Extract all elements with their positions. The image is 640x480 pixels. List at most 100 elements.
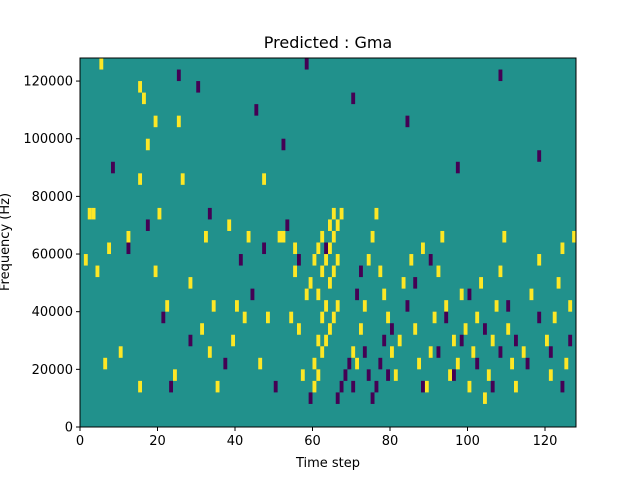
heatmap-cell <box>169 380 174 393</box>
heatmap-cell <box>207 207 212 220</box>
heatmap-cell <box>312 357 317 370</box>
heatmap-cell <box>138 380 143 393</box>
heatmap-cell <box>467 380 472 393</box>
y-tick-label: 60000 <box>32 248 73 263</box>
heatmap-cell <box>231 334 236 347</box>
heatmap-cell <box>254 104 259 116</box>
heatmap-cell <box>297 254 301 266</box>
heatmap-cell <box>374 207 379 220</box>
heatmap-cell <box>483 392 487 404</box>
heatmap-cell <box>262 173 267 185</box>
heatmap-cell <box>475 311 480 324</box>
heatmap-cell <box>548 369 553 381</box>
heatmap-cell <box>324 254 329 266</box>
heatmap-cell <box>424 380 429 393</box>
heatmap-cell <box>281 138 286 151</box>
heatmap-cell <box>401 277 406 289</box>
heatmap-cell <box>514 380 518 393</box>
heatmap-cell <box>118 346 123 358</box>
heatmap-cell <box>459 288 464 301</box>
heatmap-cell <box>386 311 391 324</box>
heatmap-cell <box>428 346 433 358</box>
heatmap-cell <box>459 334 464 347</box>
chart-title: Predicted : Gma <box>264 33 392 52</box>
heatmap-cell <box>382 288 387 301</box>
heatmap-cell <box>370 230 375 243</box>
heatmap-cell <box>529 288 534 301</box>
x-tick-label: 20 <box>149 434 166 449</box>
y-tick-label: 20000 <box>32 363 73 378</box>
heatmap-cell <box>173 369 177 381</box>
x-axis-ticks: 0 20 40 60 80 100 120 <box>76 427 558 449</box>
heatmap-cell <box>83 254 88 266</box>
heatmap-cell <box>99 58 104 70</box>
heatmap-cell <box>479 277 484 289</box>
heatmap-cell <box>335 254 340 266</box>
heatmap-cell <box>452 369 456 381</box>
heatmap-cell <box>471 346 476 358</box>
heatmap-cell <box>204 230 208 243</box>
heatmap-cell <box>324 300 329 312</box>
heatmap-cell <box>238 254 243 266</box>
heatmap-cell <box>145 219 150 231</box>
y-tick-label: 100000 <box>23 132 73 147</box>
heatmap-cell <box>421 380 425 393</box>
heatmap-cell <box>320 311 325 324</box>
heatmap-cell <box>304 288 309 301</box>
x-tick-label: 0 <box>76 434 84 449</box>
heatmap-cell <box>467 288 472 301</box>
heatmap-cell <box>432 311 437 324</box>
heatmap-cell <box>502 230 507 243</box>
heatmap-cell <box>390 346 394 358</box>
heatmap-cell <box>328 277 332 289</box>
heatmap-cell <box>138 81 143 93</box>
heatmap-cell <box>417 357 422 370</box>
heatmap-cell <box>568 334 573 347</box>
heatmap-cell <box>188 277 193 289</box>
heatmap-cell <box>335 392 340 404</box>
x-tick-label: 60 <box>304 434 321 449</box>
heatmap-cell <box>242 311 247 324</box>
heatmap-cell <box>335 219 340 231</box>
heatmap-cell <box>490 334 495 347</box>
y-axis-label: Frequency (Hz) <box>0 193 13 291</box>
heatmap-cell <box>145 138 150 151</box>
heatmap-cell <box>521 346 526 358</box>
heatmap-cell <box>351 380 356 393</box>
heatmap-cell <box>444 311 449 324</box>
y-tick-label: 40000 <box>32 305 73 320</box>
heatmap-cell <box>564 357 569 370</box>
heatmap-cell <box>180 173 185 185</box>
heatmap-cell <box>293 265 298 278</box>
heatmap-cell <box>494 300 499 312</box>
heatmap-cell <box>285 219 290 231</box>
heatmap-cell <box>506 300 511 312</box>
heatmap-cell <box>362 346 367 358</box>
heatmap-cell <box>331 230 336 243</box>
heatmap-cell <box>436 346 441 358</box>
heatmap-cell <box>235 300 239 312</box>
heatmap-cell <box>246 230 251 243</box>
heatmap-cell <box>351 346 356 358</box>
heatmap-cell <box>207 346 212 358</box>
heatmap-cell <box>176 69 181 82</box>
heatmap-cell <box>490 380 495 393</box>
y-tick-label: 0 <box>65 421 73 436</box>
heatmap-cell <box>405 115 410 128</box>
heatmap-cell <box>359 265 363 278</box>
heatmap-cell <box>312 380 317 393</box>
heatmap-cell <box>293 242 298 255</box>
heatmap-cell <box>316 242 321 255</box>
heatmap-cell <box>514 334 518 347</box>
x-tick-label: 120 <box>533 434 558 449</box>
heatmap-cell <box>452 334 456 347</box>
heatmap-cell <box>328 242 332 255</box>
heatmap-cell <box>525 357 530 370</box>
heatmap-cell <box>436 265 441 278</box>
heatmap-cell <box>498 265 503 278</box>
heatmap-cell <box>308 392 313 404</box>
heatmap-cell <box>378 357 383 370</box>
heatmap-cell <box>355 288 360 301</box>
heatmap-cell <box>572 230 577 243</box>
heatmap-cell <box>486 369 491 381</box>
